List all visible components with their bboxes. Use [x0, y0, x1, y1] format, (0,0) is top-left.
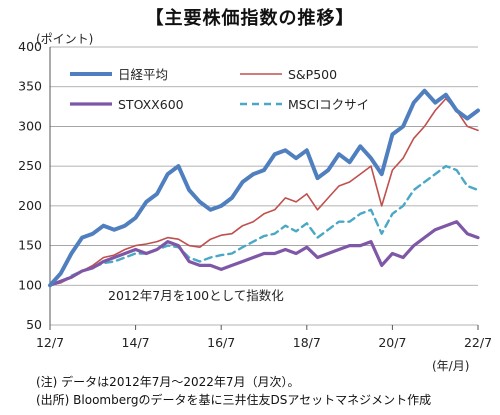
- x-axis-unit: (年/月): [432, 359, 470, 373]
- y-tick-label: 250: [18, 158, 42, 173]
- legend-label: S&P500: [288, 67, 337, 82]
- y-axis-unit: (ポイント): [36, 32, 94, 46]
- series-line: [48, 88, 480, 288]
- legend-label: STOXX600: [118, 97, 184, 112]
- y-tick-label: 200: [18, 198, 42, 213]
- y-tick-label: 150: [18, 238, 42, 253]
- y-tick-label: 300: [18, 118, 42, 133]
- x-tick-label: 12/7: [36, 335, 64, 350]
- series-line: [48, 220, 480, 287]
- y-tick-label: 400: [18, 39, 42, 54]
- legend-label: MSCIコクサイ: [288, 97, 369, 112]
- x-tick-label: 14/7: [122, 335, 150, 350]
- x-tick-label: 22/7: [464, 335, 492, 350]
- y-tick-label: 350: [18, 79, 42, 94]
- x-tick-label: 18/7: [293, 335, 321, 350]
- x-tick-label: 20/7: [378, 335, 406, 350]
- series-line: [48, 164, 480, 287]
- chart-title: 【主要株価指数の推移】: [145, 8, 355, 29]
- x-tick-label: 16/7: [207, 335, 235, 350]
- y-tick-label: 50: [26, 317, 42, 332]
- source-note: (出所) Bloombergのデータを基に三井住友DSアセットマネジメント作成: [36, 393, 432, 407]
- legend-label: 日経平均: [118, 67, 168, 82]
- series-line: [49, 97, 479, 287]
- chart-annotation: 2012年7月を100として指数化: [108, 288, 284, 303]
- y-tick-label: 100: [18, 277, 42, 292]
- footnote: (注) データは2012年7月～2022年7月（月次）。: [36, 375, 300, 389]
